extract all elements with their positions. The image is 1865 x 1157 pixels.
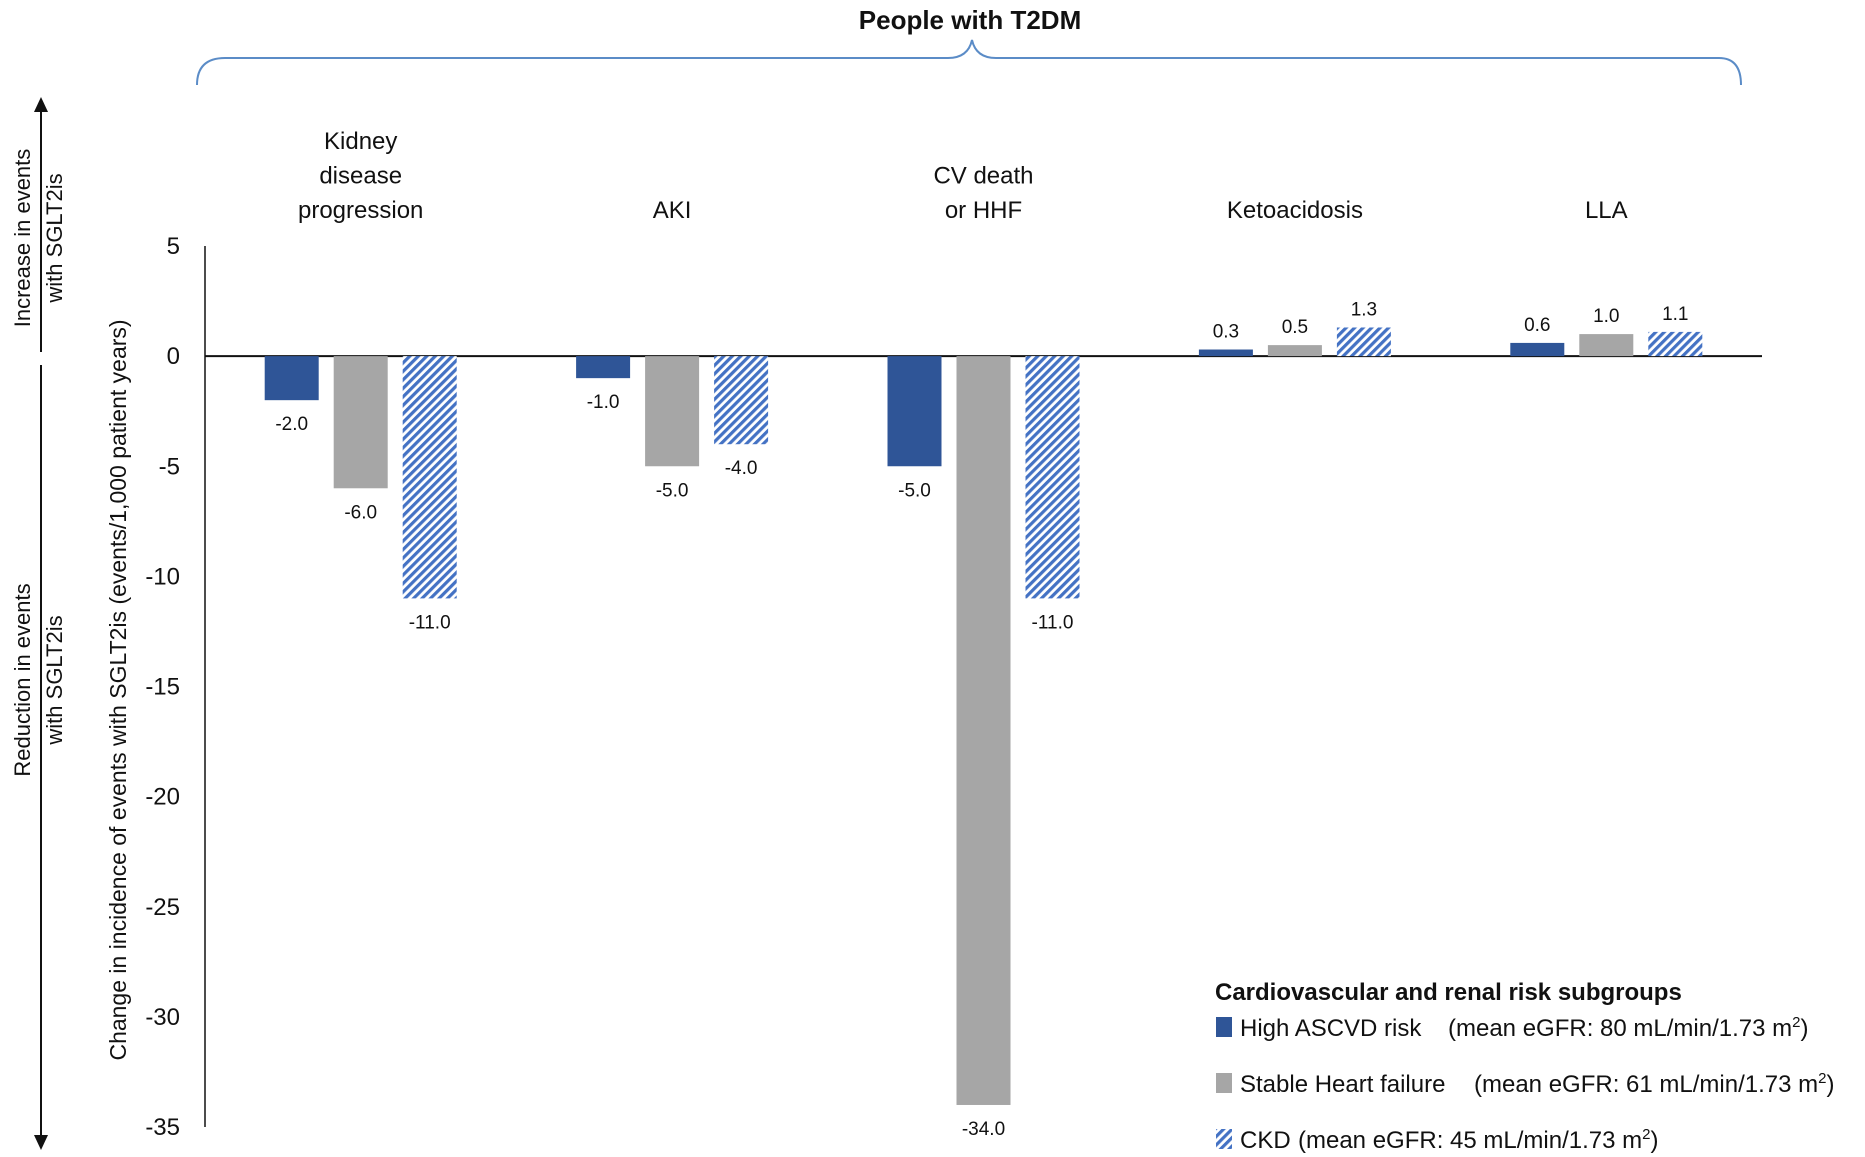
bar (1648, 331, 1703, 357)
bar (714, 356, 769, 445)
legend-item-ckd: CKD (mean eGFR: 45 mL/min/1.73 m2) (1240, 1126, 1658, 1154)
bar (887, 356, 942, 467)
legend-name-ckd: CKD (1240, 1127, 1291, 1154)
y-tick-label: -25 (145, 894, 180, 921)
legend-sup-high-ascvd: 2 (1792, 1014, 1800, 1031)
y-tick-label: -15 (145, 674, 180, 701)
bar (645, 356, 700, 467)
legend-end-stable-hf: ) (1826, 1071, 1834, 1098)
data-label: -11.0 (409, 612, 451, 633)
data-label: -34.0 (962, 1119, 1005, 1140)
category-label: progression (298, 197, 423, 224)
bar (1267, 345, 1322, 357)
legend-detail-stable-hf: (mean eGFR: 61 mL/min/1.73 m (1474, 1071, 1818, 1098)
bar (1025, 356, 1080, 599)
y-tick-label: 5 (167, 233, 180, 260)
legend-sup-stable-hf: 2 (1818, 1070, 1826, 1087)
legend-detail-high-ascvd: (mean eGFR: 80 mL/min/1.73 m (1448, 1015, 1792, 1042)
bar (1198, 349, 1253, 357)
category-labels: Kidney disease progression AKI CV death or HH… (298, 128, 1628, 224)
y-ticks: 5 0 -5 -10 -15 -20 -25 -30 -35 (145, 233, 180, 1141)
legend-swatch-ckd (1216, 1129, 1232, 1149)
data-label: 0.6 (1524, 315, 1550, 336)
data-label: 0.5 (1282, 317, 1308, 338)
legend-detail-ckd: (mean eGFR: 45 mL/min/1.73 m (1298, 1127, 1642, 1154)
data-label: -5.0 (656, 480, 689, 501)
increase-label-line1: Increase in events (10, 149, 35, 328)
legend-sup-ckd: 2 (1642, 1126, 1650, 1143)
reduction-label-line2: with SGLT2is (42, 615, 67, 745)
y-tick-label: -35 (145, 1114, 180, 1141)
legend: Cardiovascular and renal risk subgroups … (1215, 979, 1834, 1154)
data-label: -2.0 (275, 414, 308, 435)
data-label: -11.0 (1032, 612, 1074, 633)
reduction-label-line1: Reduction in events (10, 583, 35, 776)
category-label: LLA (1585, 197, 1628, 224)
category-label: disease (319, 163, 402, 190)
category-label: Kidney (324, 128, 397, 155)
y-axis-title: Change in incidence of events with SGLT2… (105, 319, 131, 1060)
data-labels: -2.0 -1.0 -5.0 0.3 0.6 -6.0 -5.0 -34.0 0.5 1.0 -11… (275, 299, 1688, 1139)
category-label: CV death (933, 163, 1033, 190)
legend-item-stable-hf: Stable Heart failure (mean eGFR: 61 mL/m… (1240, 1070, 1834, 1098)
increase-label-line2: with SGLT2is (42, 173, 67, 303)
data-label: 1.1 (1662, 304, 1688, 325)
legend-swatch-stable-hf (1216, 1073, 1232, 1093)
legend-swatch-high-ascvd (1216, 1017, 1232, 1037)
category-label: AKI (653, 197, 692, 224)
legend-name-stable-hf: Stable Heart failure (1240, 1071, 1445, 1098)
data-label: -4.0 (725, 458, 758, 479)
legend-item-high-ascvd: High ASCVD risk (mean eGFR: 80 mL/min/1.… (1240, 1014, 1808, 1042)
legend-name-high-ascvd: High ASCVD risk (1240, 1015, 1422, 1042)
data-label: 1.3 (1351, 299, 1377, 320)
legend-end-high-ascvd: ) (1800, 1015, 1808, 1042)
legend-end-ckd: ) (1650, 1127, 1658, 1154)
bar (956, 356, 1011, 1105)
y-tick-label: -30 (145, 1004, 180, 1031)
bar (1510, 342, 1565, 357)
data-label: -6.0 (344, 502, 377, 523)
data-label: -5.0 (898, 480, 931, 501)
category-label: or HHF (945, 197, 1022, 224)
title-brace (196, 39, 1742, 86)
bar (576, 356, 631, 379)
bar (402, 356, 457, 599)
increase-arrow (34, 97, 48, 352)
data-label: -1.0 (587, 392, 620, 413)
y-tick-label: -20 (145, 784, 180, 811)
bar (264, 356, 319, 401)
bar (1336, 327, 1391, 357)
reduction-arrow (34, 365, 48, 1150)
y-tick-label: -10 (145, 563, 180, 590)
y-tick-label: -5 (159, 453, 180, 480)
bars (264, 327, 1703, 1105)
legend-title: Cardiovascular and renal risk subgroups (1215, 979, 1682, 1006)
bar (1579, 334, 1634, 357)
category-label: Ketoacidosis (1227, 197, 1363, 224)
y-tick-label: 0 (167, 343, 180, 370)
bar (333, 356, 388, 489)
data-label: 0.3 (1213, 322, 1239, 343)
chart-title: People with T2DM (859, 5, 1081, 35)
data-label: 1.0 (1593, 306, 1619, 327)
